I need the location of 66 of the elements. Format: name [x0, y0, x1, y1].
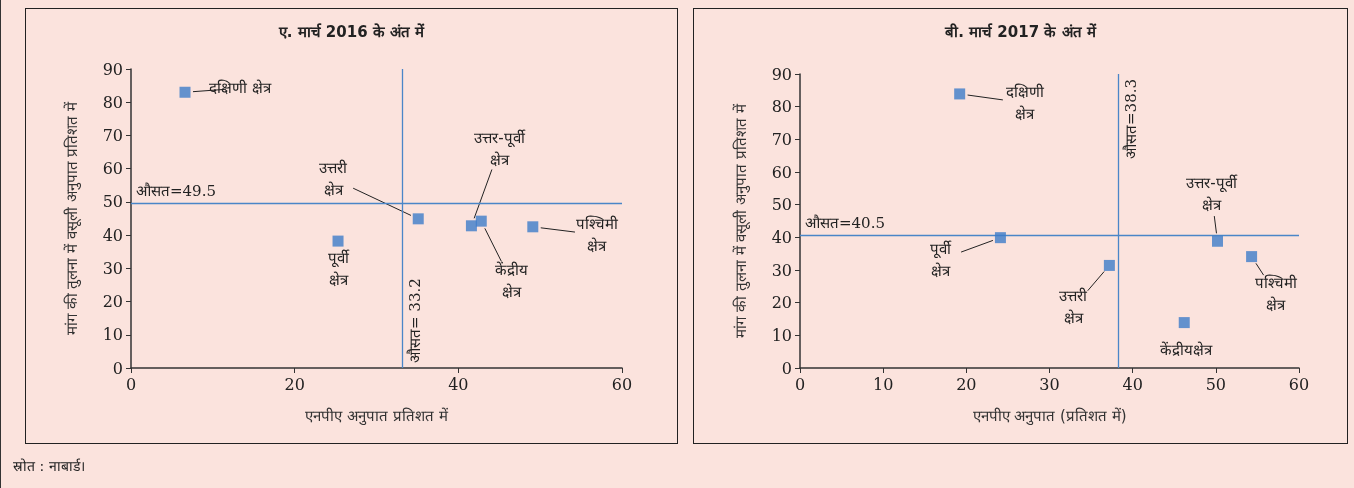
point — [994, 232, 1006, 244]
annotation: पश्चिमी क्षेत्र — [575, 214, 619, 255]
x-tick-label: 40 — [1122, 374, 1143, 394]
x-axis-title: एनपीए अनुपात (प्रतिशत में) — [972, 406, 1127, 426]
annotation: पूर्वी क्षेत्र — [327, 249, 350, 290]
ref-line-label: औसत=38.3 — [1122, 79, 1141, 159]
point — [1103, 259, 1115, 271]
y-tick-label: 0 — [781, 358, 792, 378]
x-tick-label: 10 — [872, 374, 894, 394]
x-tick-label: 60 — [611, 374, 633, 394]
y-tick-label: 70 — [771, 129, 792, 149]
y-tick-label: 30 — [771, 260, 792, 280]
y-tick-label: 0 — [112, 358, 123, 378]
y-tick-label: 90 — [771, 64, 792, 84]
chart-title: बी. मार्च 2017 के अंत में — [944, 22, 1097, 41]
y-tick-label: 80 — [102, 92, 123, 112]
y-tick-label: 80 — [771, 97, 792, 117]
point — [179, 86, 191, 98]
ref-line-label: औसत=40.5 — [805, 214, 885, 233]
point — [475, 215, 487, 227]
x-tick-label: 20 — [956, 374, 977, 394]
y-tick-label: 50 — [102, 192, 123, 212]
y-axis-title: मांग की तुलना में वसूली अनुपात प्रतिशत में — [731, 103, 751, 338]
point — [332, 235, 344, 247]
point — [412, 213, 424, 225]
y-tick-label: 50 — [771, 195, 792, 215]
y-tick-label: 40 — [102, 225, 123, 245]
annotation: उत्तरी क्षेत्र — [319, 158, 349, 199]
annotation: पूर्वी क्षेत्र — [929, 239, 952, 280]
x-axis-title: एनपीए अनुपात प्रतिशत में — [305, 406, 449, 426]
y-tick-label: 90 — [102, 59, 123, 79]
y-tick-label: 20 — [771, 293, 792, 313]
x-tick-label: 20 — [284, 374, 305, 394]
x-tick-label: 0 — [125, 374, 137, 394]
ref-line-label: औसत=49.5 — [136, 182, 216, 201]
point — [1212, 235, 1223, 247]
annotation: पश्चिमी क्षेत्र — [1254, 273, 1298, 314]
y-tick-label: 70 — [102, 125, 123, 145]
annotation: उत्तरी क्षेत्र — [1059, 287, 1089, 328]
y-tick-label: 10 — [771, 325, 792, 345]
y-axis-title: मांग की तुलना में वसूली अनुपात प्रतिशत में — [62, 100, 82, 336]
point — [1178, 317, 1190, 329]
y-tick-label: 20 — [102, 292, 123, 312]
annotation: दक्षिणी क्षेत्र — [209, 79, 272, 98]
ref-line-label: औसत= 33.2 — [406, 278, 425, 363]
x-tick-label: 40 — [448, 374, 469, 394]
x-tick-label: 50 — [1205, 374, 1227, 394]
point — [527, 221, 539, 233]
y-tick-label: 30 — [102, 258, 123, 278]
annotation: केंद्रीय क्षेत्र — [494, 261, 528, 302]
chart-title: ए. मार्च 2016 के अंत में — [277, 22, 426, 41]
annotation: केंद्रीयक्षेत्र — [1160, 340, 1214, 359]
y-tick-label: 10 — [102, 325, 123, 345]
point — [954, 88, 966, 100]
y-tick-label: 60 — [771, 162, 792, 182]
text: स्रोत : नाबार्ड। — [13, 457, 85, 475]
y-tick-label: 60 — [102, 159, 123, 179]
x-tick-label: 0 — [794, 374, 806, 394]
y-tick-label: 40 — [771, 227, 792, 247]
x-tick-label: 60 — [1288, 374, 1310, 394]
annotation: दक्षिणी क्षेत्र — [1005, 82, 1045, 123]
point — [465, 220, 477, 232]
annotation: उत्तर-पूर्वी क्षेत्र — [474, 128, 526, 169]
x-tick-label: 30 — [1039, 374, 1060, 394]
annotation: उत्तर-पूर्वी क्षेत्र — [1186, 174, 1238, 215]
point — [1246, 251, 1258, 263]
